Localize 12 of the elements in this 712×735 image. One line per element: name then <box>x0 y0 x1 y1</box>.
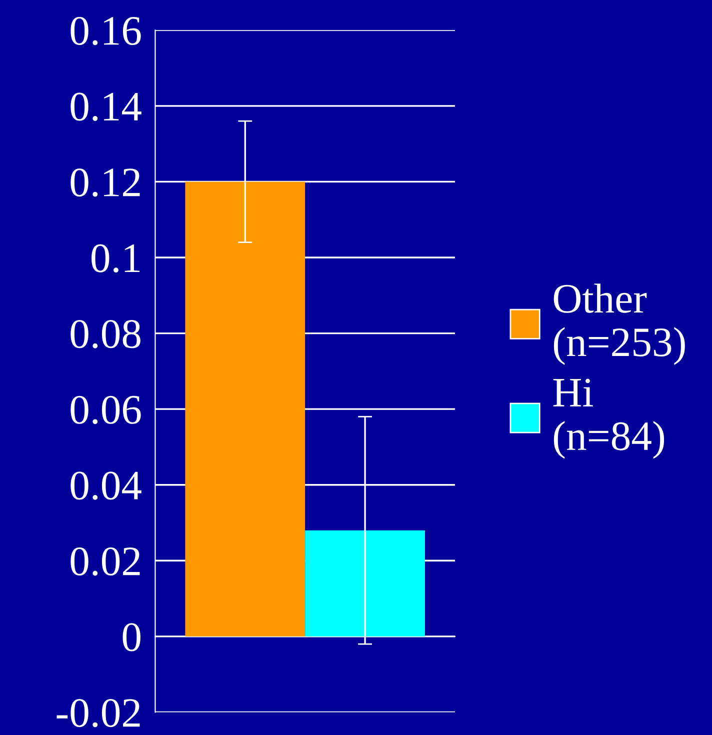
y-tick-label: 0.04 <box>70 472 142 500</box>
y-tick-label: 0.02 <box>70 547 140 576</box>
y-tick-label: 0.06 <box>70 396 141 424</box>
y-tick-label: 0.12 <box>70 168 140 197</box>
y-tick-label: 0.14 <box>70 92 142 121</box>
y-tick-label: 0 <box>122 623 140 652</box>
y-tick-label: 0.1 <box>92 244 140 273</box>
y-tick-label: 0.08 <box>70 320 140 348</box>
legend-label: Other (n=253) <box>554 284 685 365</box>
legend-label: Hi (n=84) <box>553 378 664 459</box>
y-tick-label: -0.02 <box>56 698 140 728</box>
y-tick-label: 0.16 <box>70 16 141 46</box>
